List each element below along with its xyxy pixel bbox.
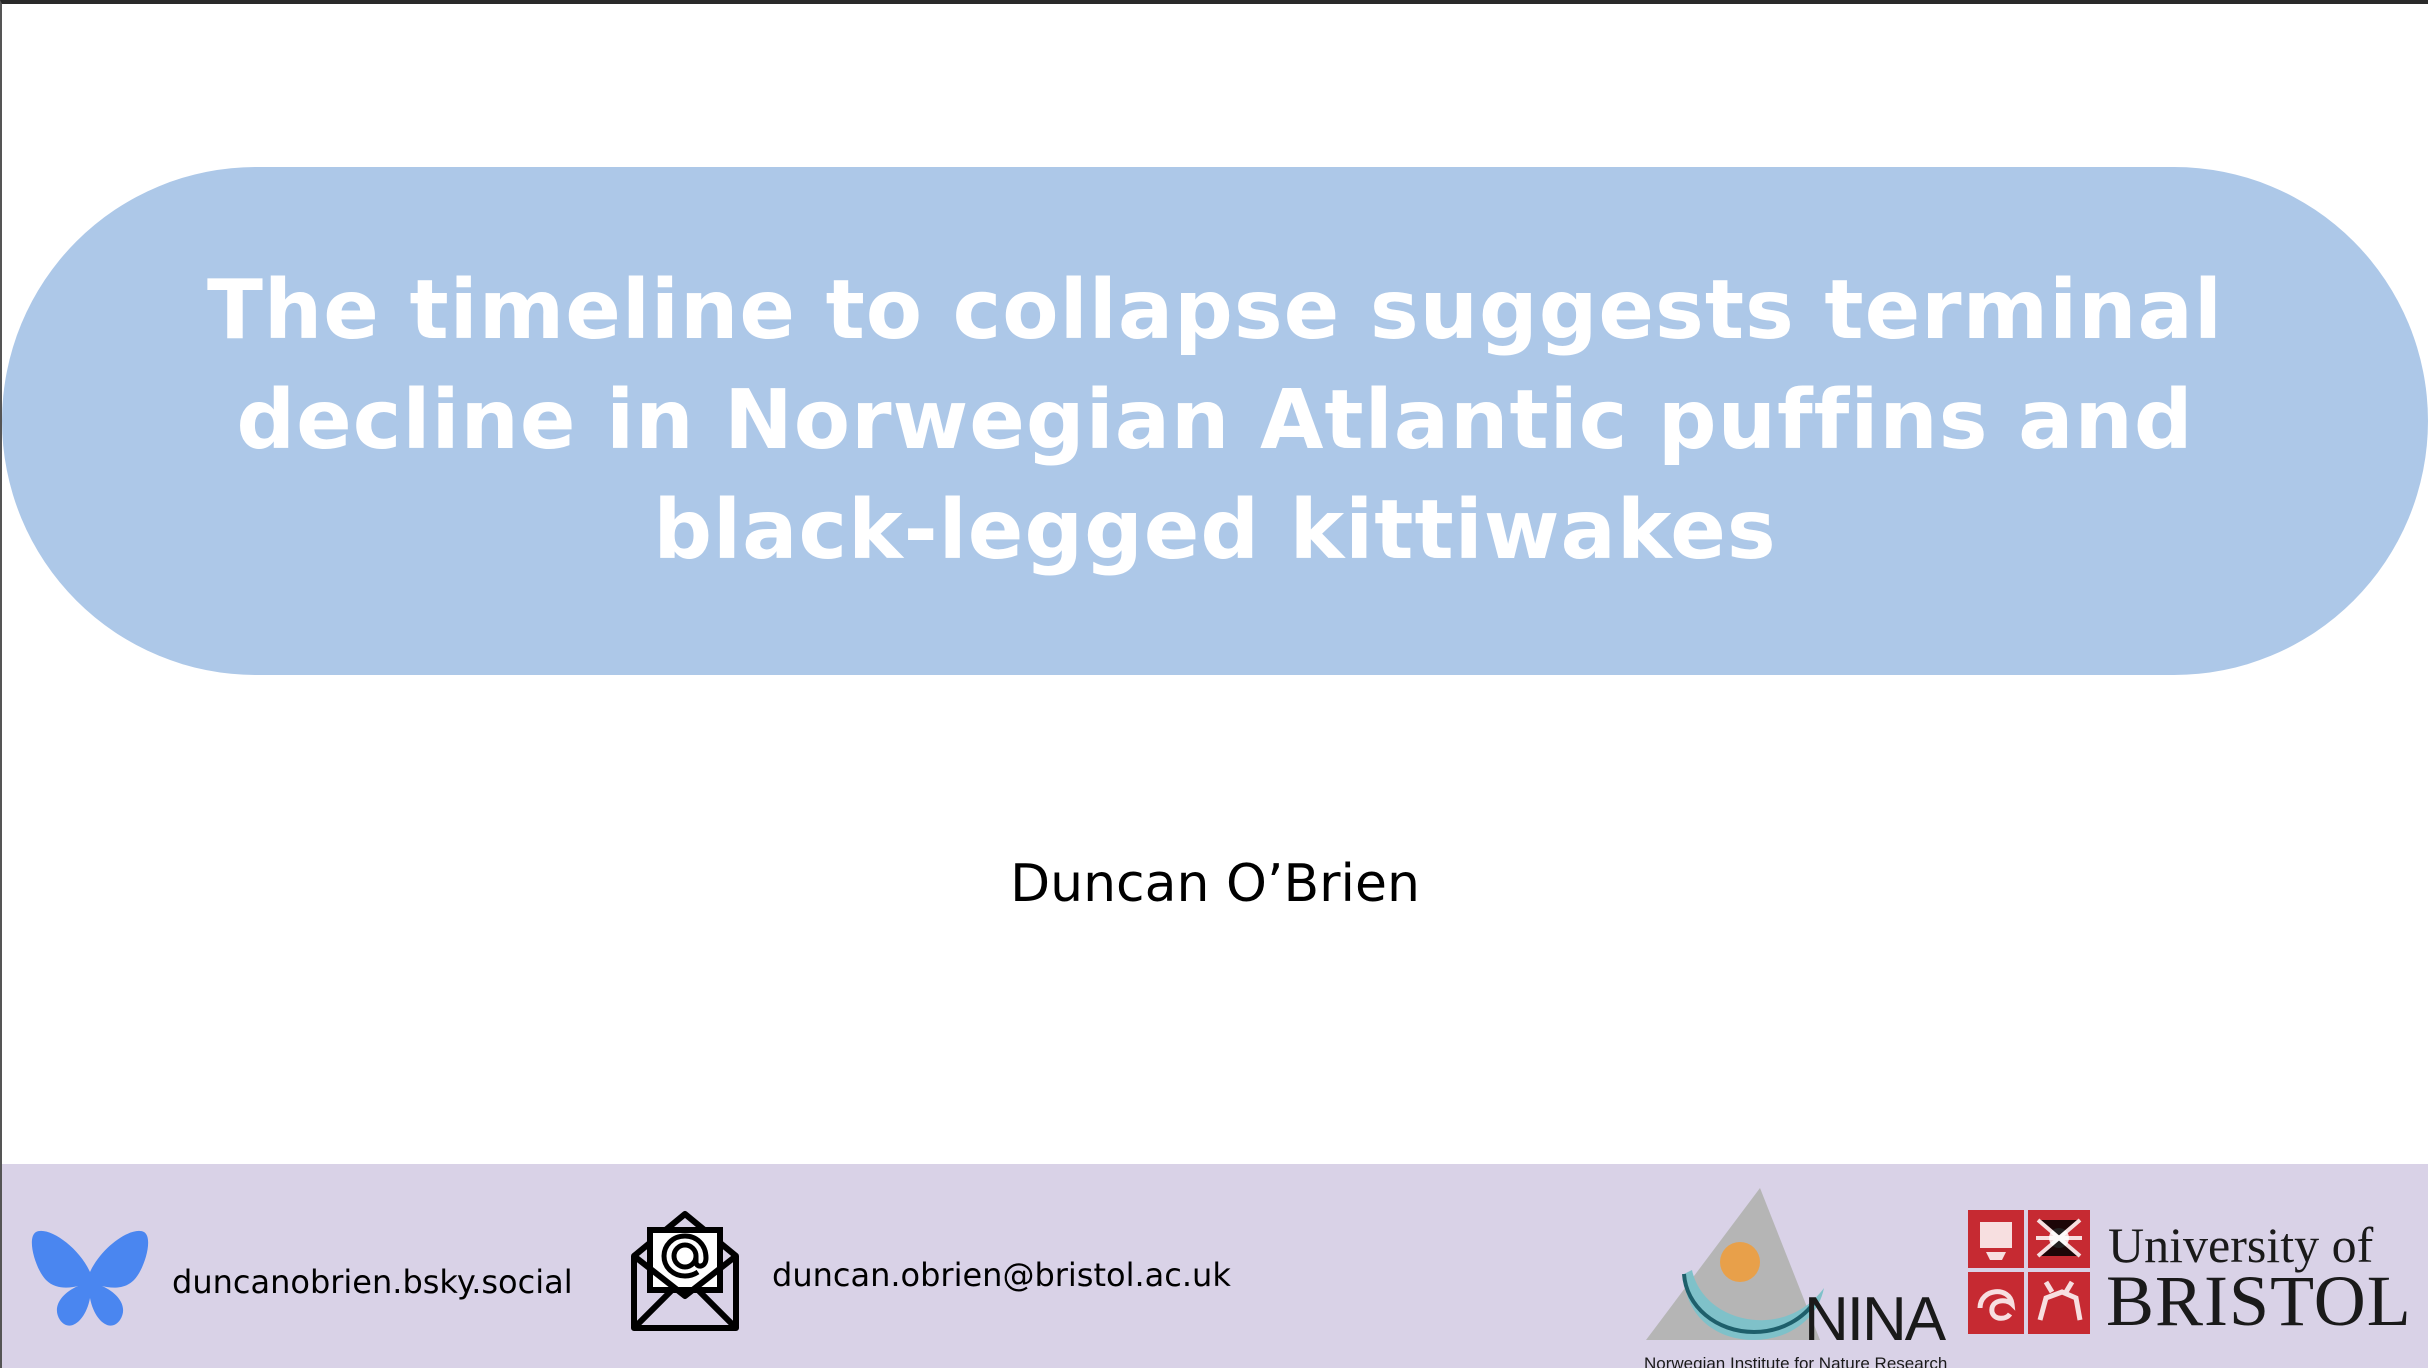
bristol-university-of: University of: [2108, 1217, 2374, 1273]
envelope-at-icon: [628, 1210, 742, 1339]
nina-logo: NINA Norwegian Institute for Nature Rese…: [1642, 1182, 1952, 1368]
slide-title: The timeline to collapse suggests termin…: [206, 263, 2223, 578]
bristol-crest-icon: [1968, 1210, 2090, 1334]
bluesky-handle[interactable]: duncanobrien.bsky.social: [172, 1262, 573, 1301]
nina-subtitle: Norwegian Institute for Nature Research: [1644, 1354, 1948, 1368]
email-contact: duncan.obrien@bristol.ac.uk: [628, 1210, 1231, 1339]
author-name: Duncan O’Brien: [1010, 854, 1420, 914]
bluesky-contact: duncanobrien.bsky.social: [30, 1224, 573, 1339]
butterfly-icon: [30, 1224, 150, 1339]
footer-band: duncanobrien.bsky.social duncan.obrien@b…: [2, 1164, 2428, 1368]
bristol-logo: University of BRISTOL: [1966, 1208, 2426, 1341]
email-address[interactable]: duncan.obrien@bristol.ac.uk: [772, 1255, 1231, 1294]
title-banner: The timeline to collapse suggests termin…: [2, 167, 2428, 675]
nina-name: NINA: [1804, 1285, 1946, 1354]
bristol-name: BRISTOL: [2106, 1261, 2412, 1341]
